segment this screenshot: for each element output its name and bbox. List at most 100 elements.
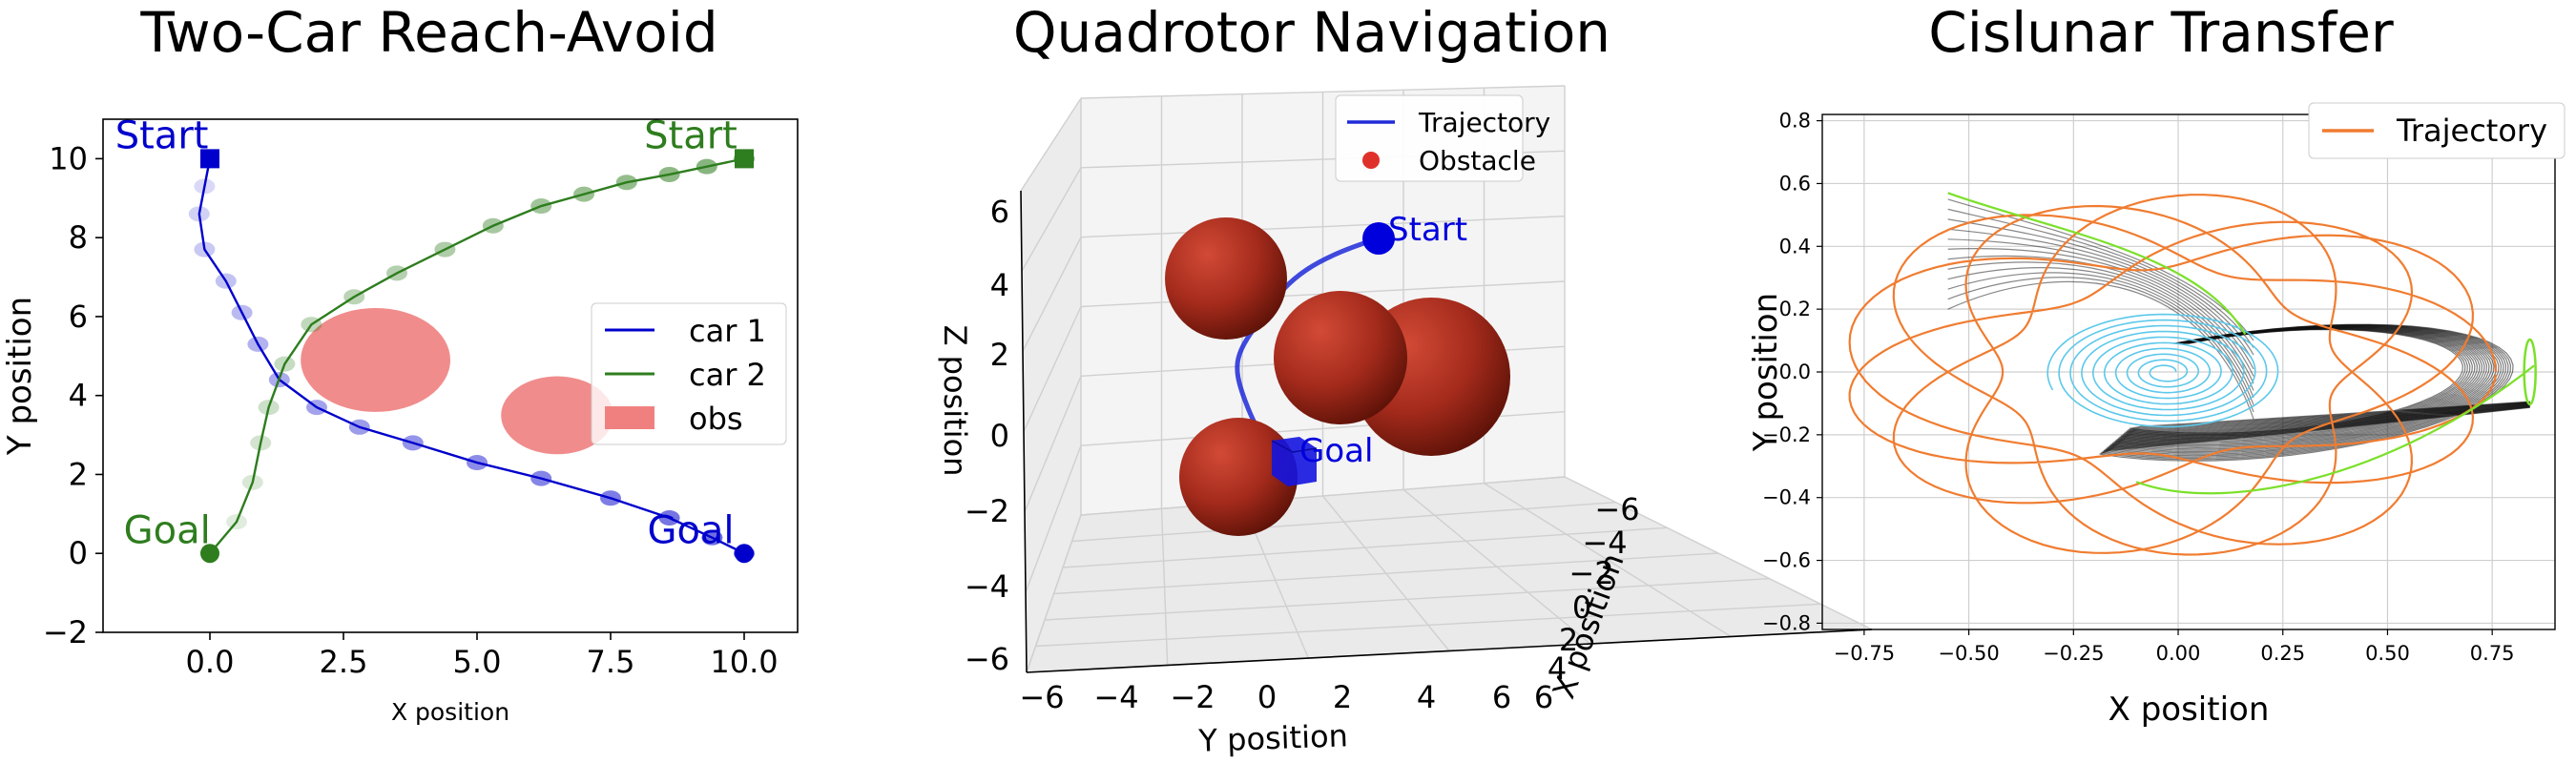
car2-marker [343,289,365,305]
y-tick-label: 0.6 [1779,172,1811,195]
legend-obs-label: obs [689,401,743,437]
grid-line [1026,514,1082,673]
car1-line [197,158,745,555]
y-axis-label: Y position [1747,293,1785,452]
z-tick-label: 6 [990,194,1009,230]
manifold-curve [1947,218,2254,356]
z-axis-label: Z position [937,325,973,477]
y-tick-label: −2 [43,614,88,650]
y-tick-label: 6 [69,299,88,335]
legend-car2-label: car 2 [689,357,766,393]
car2-marker [658,166,680,182]
x-tick-label: 4 [1548,650,1567,687]
car1-marker [530,470,552,486]
manifold-curve [1947,272,2254,405]
car1-marker [247,336,269,352]
y-tick-label: 0 [1257,679,1277,715]
car2-marker [434,241,456,258]
grid-line [1020,97,1082,192]
y-tick-label: −0.4 [1762,486,1811,509]
grid-line [1025,444,1082,593]
chart-title: Two-Car Reach-Avoid [140,0,718,65]
grid-line [1321,495,1450,651]
obstacle-sphere [1179,418,1298,536]
manifold-curve [1947,267,2254,399]
annotation-label: Start [644,114,737,158]
y-tick-label: −2 [1170,679,1215,715]
goal-cube-edge [1271,440,1318,453]
car1-marker [701,529,723,546]
goal-label: Goal [1299,432,1373,470]
manifold-curve [1947,228,2254,362]
obstacle-ellipse [301,307,450,412]
manifold-curve [1947,198,2254,341]
car2-marker [258,400,280,416]
car1-marker [467,455,488,471]
grid-line [1160,508,1169,666]
manifold-curve [1947,277,2254,413]
panel-two-car: Two-Car Reach-Avoid Start Start Goal Goal 0.… [0,0,859,763]
car1-start-square [200,149,219,169]
x-tick-label: 0.00 [2156,642,2201,665]
goal-cube [1272,437,1317,486]
x-tick-label: −0.25 [2043,642,2104,665]
chart-title: Cislunar Transfer [1928,0,2394,65]
x-tick-label: 0.25 [2260,642,2305,665]
annotation-label: Goal [124,508,211,552]
car1-marker [188,206,210,222]
car2-marker [250,435,272,451]
grid-line [1080,85,1566,99]
grid-line [1484,483,1732,638]
green-curve [2135,364,2535,495]
car2-marker [696,158,717,175]
car2-marker [226,514,247,530]
car2-start-square [735,149,754,169]
car2-marker [274,356,296,372]
car1-marker [600,490,621,506]
start-label: Start [1388,211,1467,249]
y-tick-label: 0.2 [1779,298,1811,320]
car1-marker [658,509,680,526]
x-tick-label: −2 [1568,555,1613,591]
grid-line [1024,376,1082,512]
manifold-curve [1947,261,2254,391]
car2-marker [530,198,552,215]
y-tick-label: 2 [1333,679,1352,715]
obstacle-sphere [1274,291,1407,424]
x-tick-label: −0.75 [1834,642,1895,665]
green-orbit [2523,338,2537,406]
legend-box [2308,102,2566,159]
x-tick-label: 0 [1572,589,1591,626]
grid-line [1564,476,1873,630]
x-tick-label: 2.5 [320,644,368,680]
x-tick-label: −4 [1582,525,1627,561]
car1-marker [231,304,253,320]
y-tick-label: −6 [1019,679,1064,715]
car1-marker [194,178,216,195]
y-tick-label: 0 [69,535,88,571]
z-tick-label: −4 [965,568,1009,605]
car1-marker [215,273,237,289]
legend-box [1335,94,1524,182]
y-tick-label: 6 [1492,679,1511,715]
car1-marker [306,400,327,416]
y-axis-label: Y position [1197,717,1349,758]
x-tick-label: 6 [1534,679,1553,715]
y-tick-label: −0.2 [1762,423,1811,446]
x-tick-label: −6 [1594,491,1639,527]
car2-marker [482,217,504,234]
grid-line [1021,167,1082,272]
annotation-label: Goal [647,508,734,552]
legend-car1-label: car 1 [689,313,766,349]
car2-line [209,157,745,555]
y-tick-label: −0.8 [1762,611,1811,634]
y-axis-label: Y position [1,297,39,456]
plot-frame [102,118,799,633]
manifold-curve [1947,280,2254,420]
car1-marker [402,435,424,451]
legend-obs-swatch [605,406,654,429]
z-tick-label: −6 [965,641,1009,677]
car2-marker [615,175,637,191]
car2-marker [241,474,263,490]
x-tick-label: 10.0 [710,644,778,680]
